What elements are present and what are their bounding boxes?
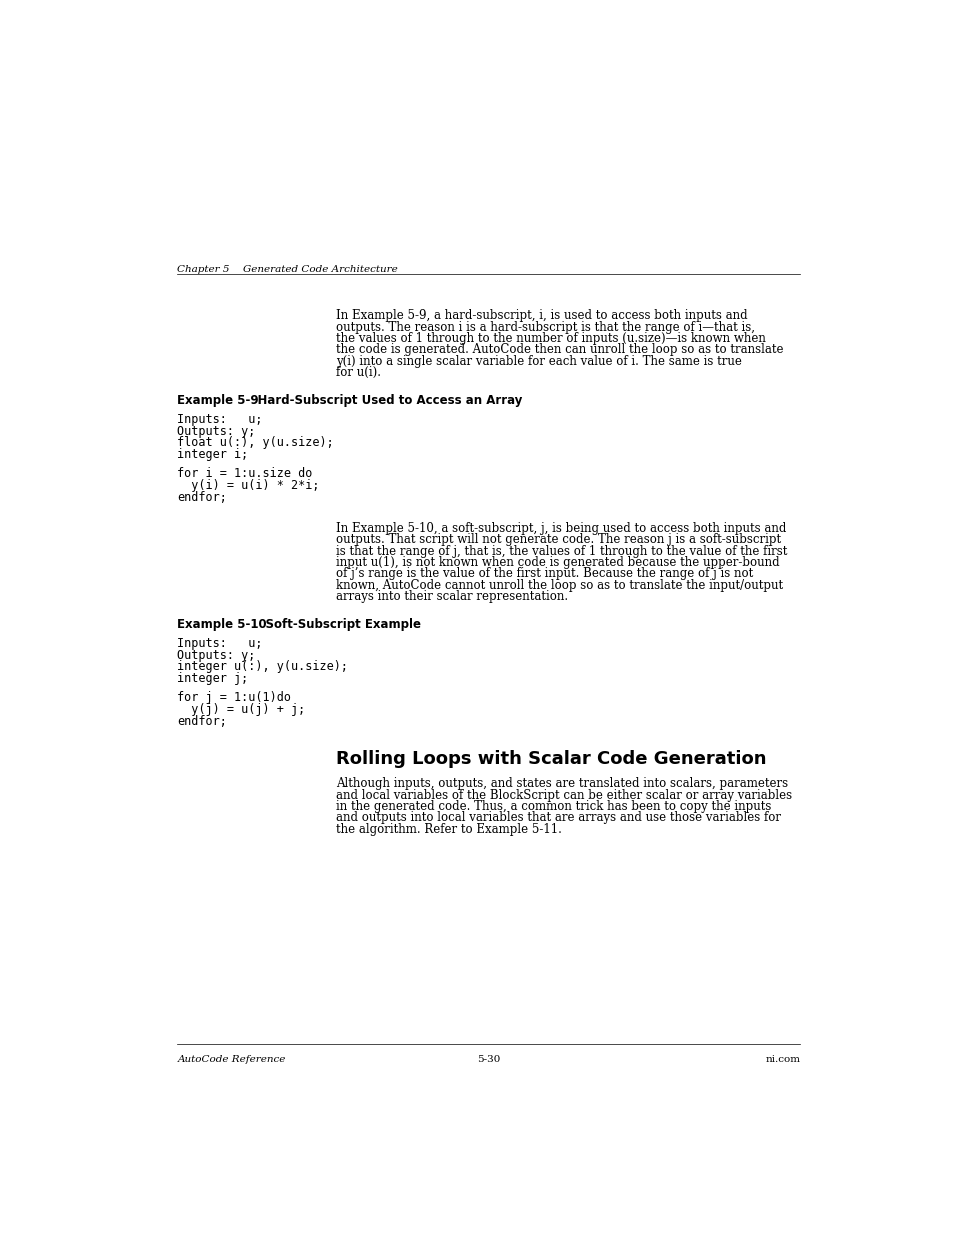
Text: y(j) = u(j) + j;: y(j) = u(j) + j; [177, 703, 305, 716]
Text: In Example 5-10, a soft-subscript, j, is being used to access both inputs and: In Example 5-10, a soft-subscript, j, is… [335, 521, 786, 535]
Text: Outputs: y;: Outputs: y; [177, 425, 255, 437]
Text: In Example 5-9, a hard-subscript, i, is used to access both inputs and: In Example 5-9, a hard-subscript, i, is … [335, 309, 747, 322]
Text: Inputs:   u;: Inputs: u; [177, 412, 263, 426]
Text: Inputs:   u;: Inputs: u; [177, 637, 263, 650]
Text: Chapter 5: Chapter 5 [177, 266, 230, 274]
Text: for u(i).: for u(i). [335, 366, 381, 379]
Text: y(i) into a single scalar variable for each value of i. The same is true: y(i) into a single scalar variable for e… [335, 354, 741, 368]
Text: Although inputs, outputs, and states are translated into scalars, parameters: Although inputs, outputs, and states are… [335, 777, 787, 790]
Text: Rolling Loops with Scalar Code Generation: Rolling Loops with Scalar Code Generatio… [335, 750, 766, 767]
Text: for j = 1:u(1)do: for j = 1:u(1)do [177, 692, 291, 704]
Text: endfor;: endfor; [177, 490, 227, 504]
Text: Outputs: y;: Outputs: y; [177, 648, 255, 662]
Text: Example 5-9: Example 5-9 [177, 394, 258, 408]
Text: integer u(:), y(u.size);: integer u(:), y(u.size); [177, 661, 348, 673]
Text: Generated Code Architecture: Generated Code Architecture [243, 266, 397, 274]
Text: in the generated code. Thus, a common trick has been to copy the inputs: in the generated code. Thus, a common tr… [335, 800, 771, 813]
Text: the values of 1 through to the number of inputs (u.size)—is known when: the values of 1 through to the number of… [335, 332, 765, 345]
Text: for i = 1:u.size do: for i = 1:u.size do [177, 467, 313, 480]
Text: and local variables of the BlockScript can be either scalar or array variables: and local variables of the BlockScript c… [335, 789, 792, 802]
Text: y(i) = u(i) * 2*i;: y(i) = u(i) * 2*i; [177, 479, 319, 492]
Text: 5-30: 5-30 [476, 1055, 500, 1065]
Text: outputs. The reason i is a hard-subscript is that the range of i—that is,: outputs. The reason i is a hard-subscrip… [335, 321, 755, 333]
Text: the code is generated. AutoCode then can unroll the loop so as to translate: the code is generated. AutoCode then can… [335, 343, 783, 357]
Text: integer j;: integer j; [177, 672, 249, 685]
Text: ni.com: ni.com [764, 1055, 800, 1065]
Text: the algorithm. Refer to Example 5-11.: the algorithm. Refer to Example 5-11. [335, 823, 561, 836]
Text: and outputs into local variables that are arrays and use those variables for: and outputs into local variables that ar… [335, 811, 781, 825]
Text: Soft-Subscript Example: Soft-Subscript Example [249, 619, 420, 631]
Text: Hard-Subscript Used to Access an Array: Hard-Subscript Used to Access an Array [241, 394, 521, 408]
Text: is that the range of j, that is, the values of 1 through to the value of the fir: is that the range of j, that is, the val… [335, 545, 787, 557]
Text: arrays into their scalar representation.: arrays into their scalar representation. [335, 590, 568, 603]
Text: integer i;: integer i; [177, 448, 249, 461]
Text: AutoCode Reference: AutoCode Reference [177, 1055, 286, 1065]
Text: endfor;: endfor; [177, 715, 227, 727]
Text: of j’s range is the value of the first input. Because the range of j is not: of j’s range is the value of the first i… [335, 567, 753, 580]
Text: outputs. That script will not generate code. The reason j is a soft-subscript: outputs. That script will not generate c… [335, 534, 781, 546]
Text: known, AutoCode cannot unroll the loop so as to translate the input/output: known, AutoCode cannot unroll the loop s… [335, 579, 782, 592]
Text: Example 5-10: Example 5-10 [177, 619, 267, 631]
Text: input u(1), is not known when code is generated because the upper-bound: input u(1), is not known when code is ge… [335, 556, 779, 569]
Text: float u(:), y(u.size);: float u(:), y(u.size); [177, 436, 334, 450]
